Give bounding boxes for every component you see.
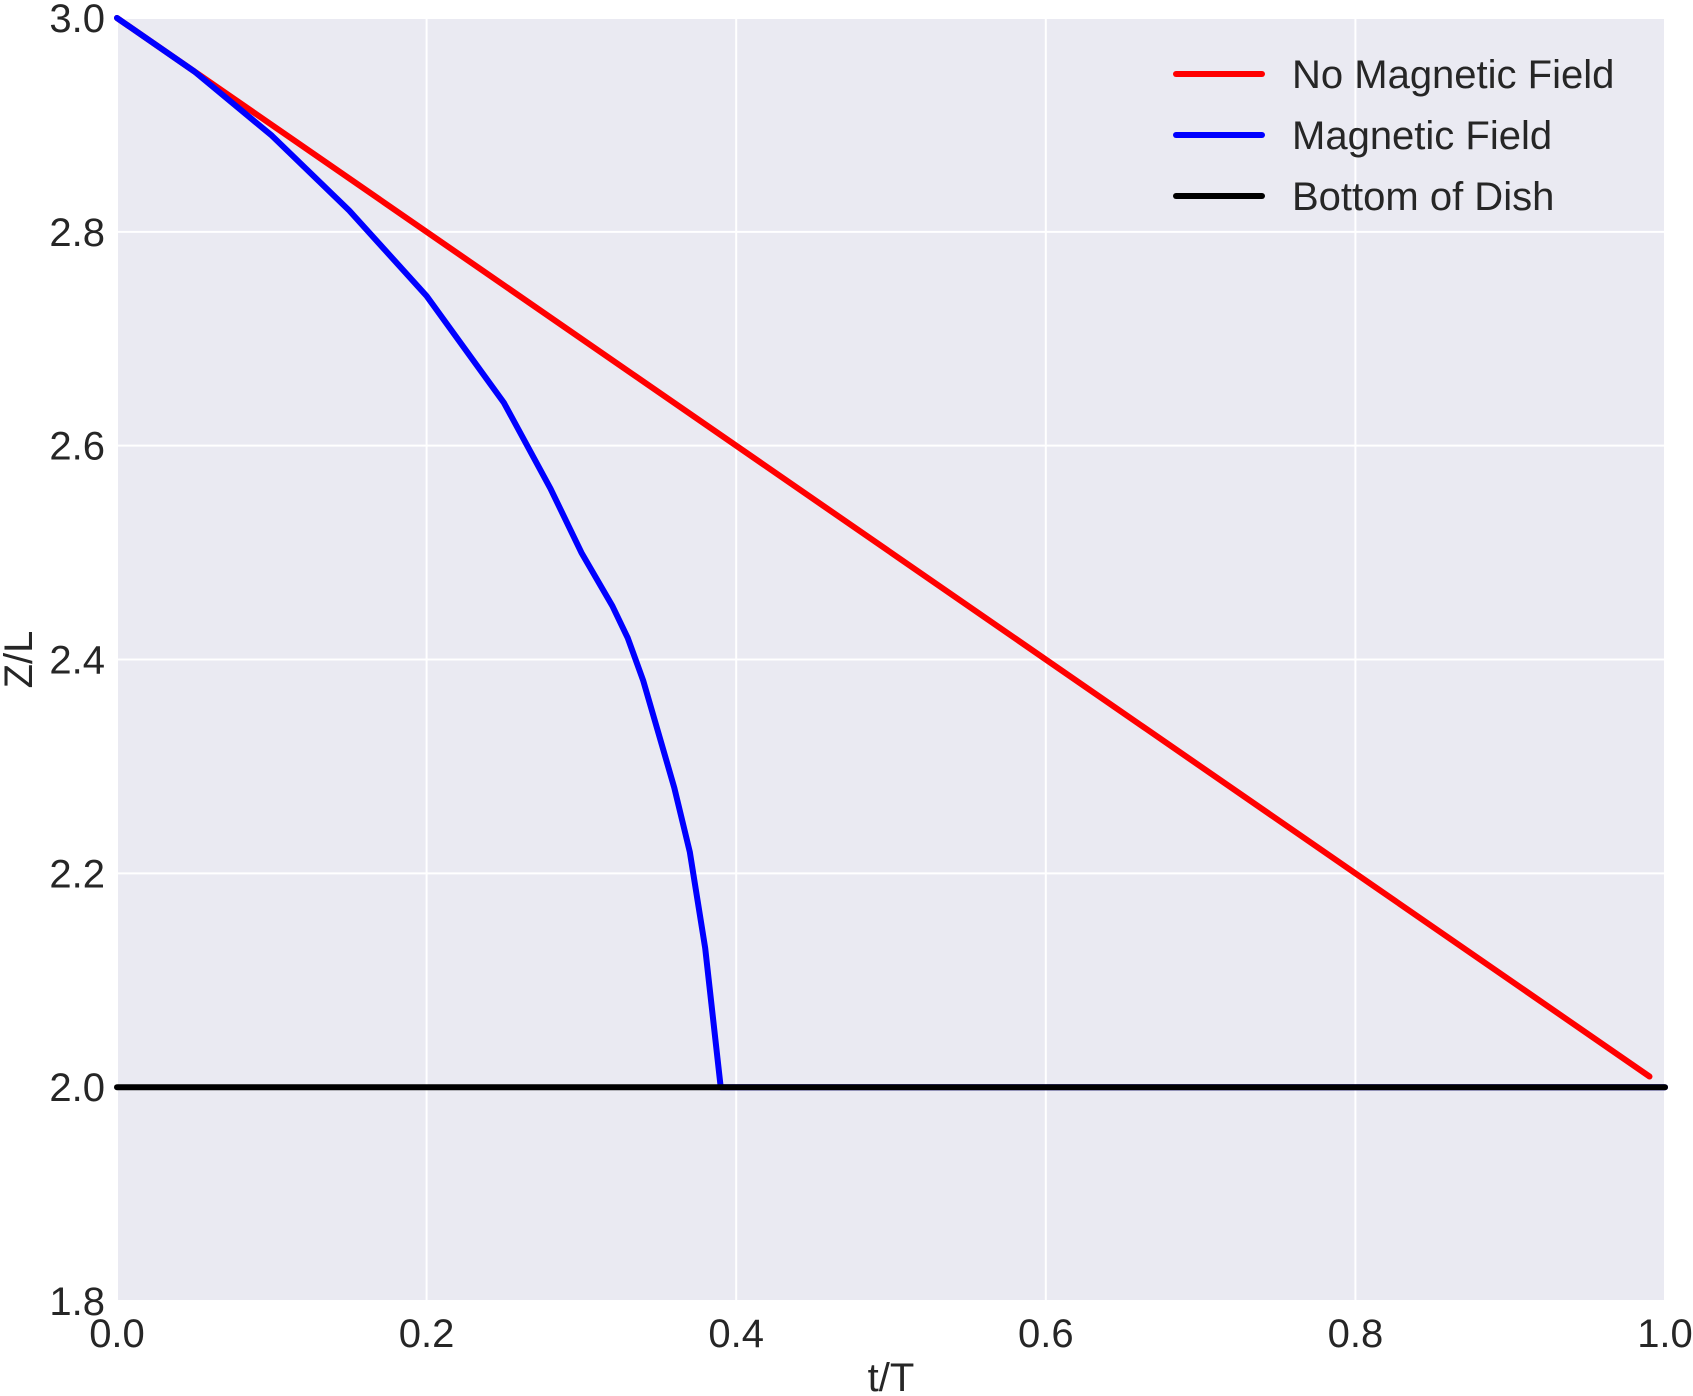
y-tick-label: 2.2 bbox=[49, 852, 105, 896]
series-lines bbox=[114, 15, 1668, 1091]
y-tick-label: 2.6 bbox=[49, 425, 105, 469]
y-tick-label: 3.0 bbox=[49, 0, 105, 41]
legend-label: Bottom of Dish bbox=[1292, 175, 1554, 219]
x-tick-label: 0.8 bbox=[1328, 1312, 1384, 1356]
legend-label: No Magnetic Field bbox=[1292, 53, 1614, 97]
y-tick-label: 2.0 bbox=[49, 1066, 105, 1110]
x-tick-label: 1.0 bbox=[1637, 1312, 1693, 1356]
y-tick-label: 2.4 bbox=[49, 639, 105, 683]
x-axis-label: t/T bbox=[868, 1356, 915, 1396]
x-tick-label: 0.2 bbox=[399, 1312, 455, 1356]
legend: No Magnetic Field Magnetic Field Bottom of… bbox=[1173, 53, 1614, 219]
y-tick-label: 1.8 bbox=[49, 1280, 105, 1324]
legend-label: Magnetic Field bbox=[1292, 114, 1552, 158]
x-tick-label: 0.0 bbox=[89, 1312, 145, 1356]
x-tick-label: 0.6 bbox=[1018, 1312, 1074, 1356]
x-tick-label: 0.4 bbox=[708, 1312, 764, 1356]
y-tick-label: 2.8 bbox=[49, 211, 105, 255]
y-axis-label: Z/L bbox=[0, 631, 41, 689]
series-line-0 bbox=[114, 15, 1653, 1080]
tick-labels: 0.0 0.2 0.4 0.6 0.8 1.0 1.8 2.0 2.2 2.4 2.6 2.8 3.0 bbox=[49, 0, 1692, 1356]
